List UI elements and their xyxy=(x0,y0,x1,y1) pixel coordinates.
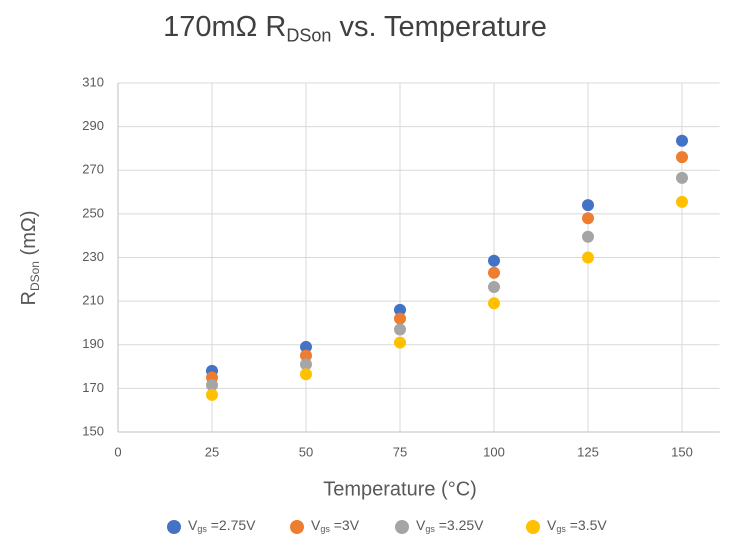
y-axis-label-part: R xyxy=(18,291,40,305)
legend-label-part: V xyxy=(416,517,426,533)
x-tick-label: 0 xyxy=(114,444,121,459)
y-axis-label-sub: DSon xyxy=(28,261,42,291)
y-axis-label-part: (mΩ) xyxy=(18,211,40,262)
legend-label: Vgs =3.5V xyxy=(547,517,607,535)
legend-label-part: V xyxy=(188,517,198,533)
legend-label: Vgs =3V xyxy=(311,517,360,535)
point xyxy=(676,195,688,208)
legend-marker xyxy=(167,520,181,534)
legend-marker xyxy=(526,520,540,534)
chart-title: 170mΩ RDSon vs. Temperature xyxy=(163,11,547,46)
chart-title-part: 170mΩ R xyxy=(163,11,286,43)
legend-label-part: =3V xyxy=(330,517,360,533)
legend-marker xyxy=(395,520,409,534)
y-tick-label: 270 xyxy=(82,162,104,177)
chart-title-sub: DSon xyxy=(286,25,331,45)
legend-label-sub: gs xyxy=(320,525,330,535)
legend-label-sub: gs xyxy=(556,525,566,535)
point xyxy=(676,134,688,147)
x-tick-label: 25 xyxy=(205,444,219,459)
point xyxy=(488,254,500,267)
legend-label-part: =2.75V xyxy=(207,517,256,533)
point xyxy=(394,312,406,325)
x-tick-label: 75 xyxy=(393,444,407,459)
legend-label-sub: gs xyxy=(425,525,435,535)
point xyxy=(582,251,594,264)
legend-label-sub: gs xyxy=(197,525,207,535)
legend-label: Vgs =3.25V xyxy=(416,517,484,535)
y-tick-label: 290 xyxy=(82,118,104,133)
point xyxy=(300,340,312,353)
point xyxy=(300,368,312,381)
point xyxy=(206,388,218,401)
x-tick-label: 100 xyxy=(483,444,505,459)
x-tick-label: 125 xyxy=(577,444,599,459)
y-tick-label: 150 xyxy=(82,423,104,438)
point xyxy=(300,349,312,362)
y-tick-label: 190 xyxy=(82,336,104,351)
legend-marker xyxy=(290,520,304,534)
chart-title-part: vs. Temperature xyxy=(331,11,546,43)
point xyxy=(582,199,594,212)
point xyxy=(488,266,500,279)
y-tick-label: 310 xyxy=(82,74,104,89)
point xyxy=(582,212,594,225)
y-tick-label: 170 xyxy=(82,380,104,395)
point xyxy=(394,303,406,316)
y-tick-label: 210 xyxy=(82,293,104,308)
point xyxy=(676,171,688,184)
point xyxy=(394,323,406,336)
legend-label-part: =3.25V xyxy=(435,517,484,533)
point xyxy=(300,358,312,371)
y-tick-label: 250 xyxy=(82,205,104,220)
x-tick-label: 50 xyxy=(299,444,313,459)
point xyxy=(488,297,500,310)
legend-label-part: V xyxy=(547,517,557,533)
legend-label-part: V xyxy=(311,517,321,533)
y-tick-label: 230 xyxy=(82,249,104,264)
point xyxy=(582,230,594,243)
y-axis-label: RDSon (mΩ) xyxy=(18,211,42,306)
point xyxy=(206,379,218,392)
legend-label-part: =3.5V xyxy=(566,517,608,533)
point xyxy=(488,280,500,293)
legend-label: Vgs =2.75V xyxy=(188,517,256,535)
x-axis-label: Temperature (°C) xyxy=(323,478,477,500)
point xyxy=(676,151,688,164)
point xyxy=(394,336,406,349)
x-tick-label: 150 xyxy=(671,444,693,459)
